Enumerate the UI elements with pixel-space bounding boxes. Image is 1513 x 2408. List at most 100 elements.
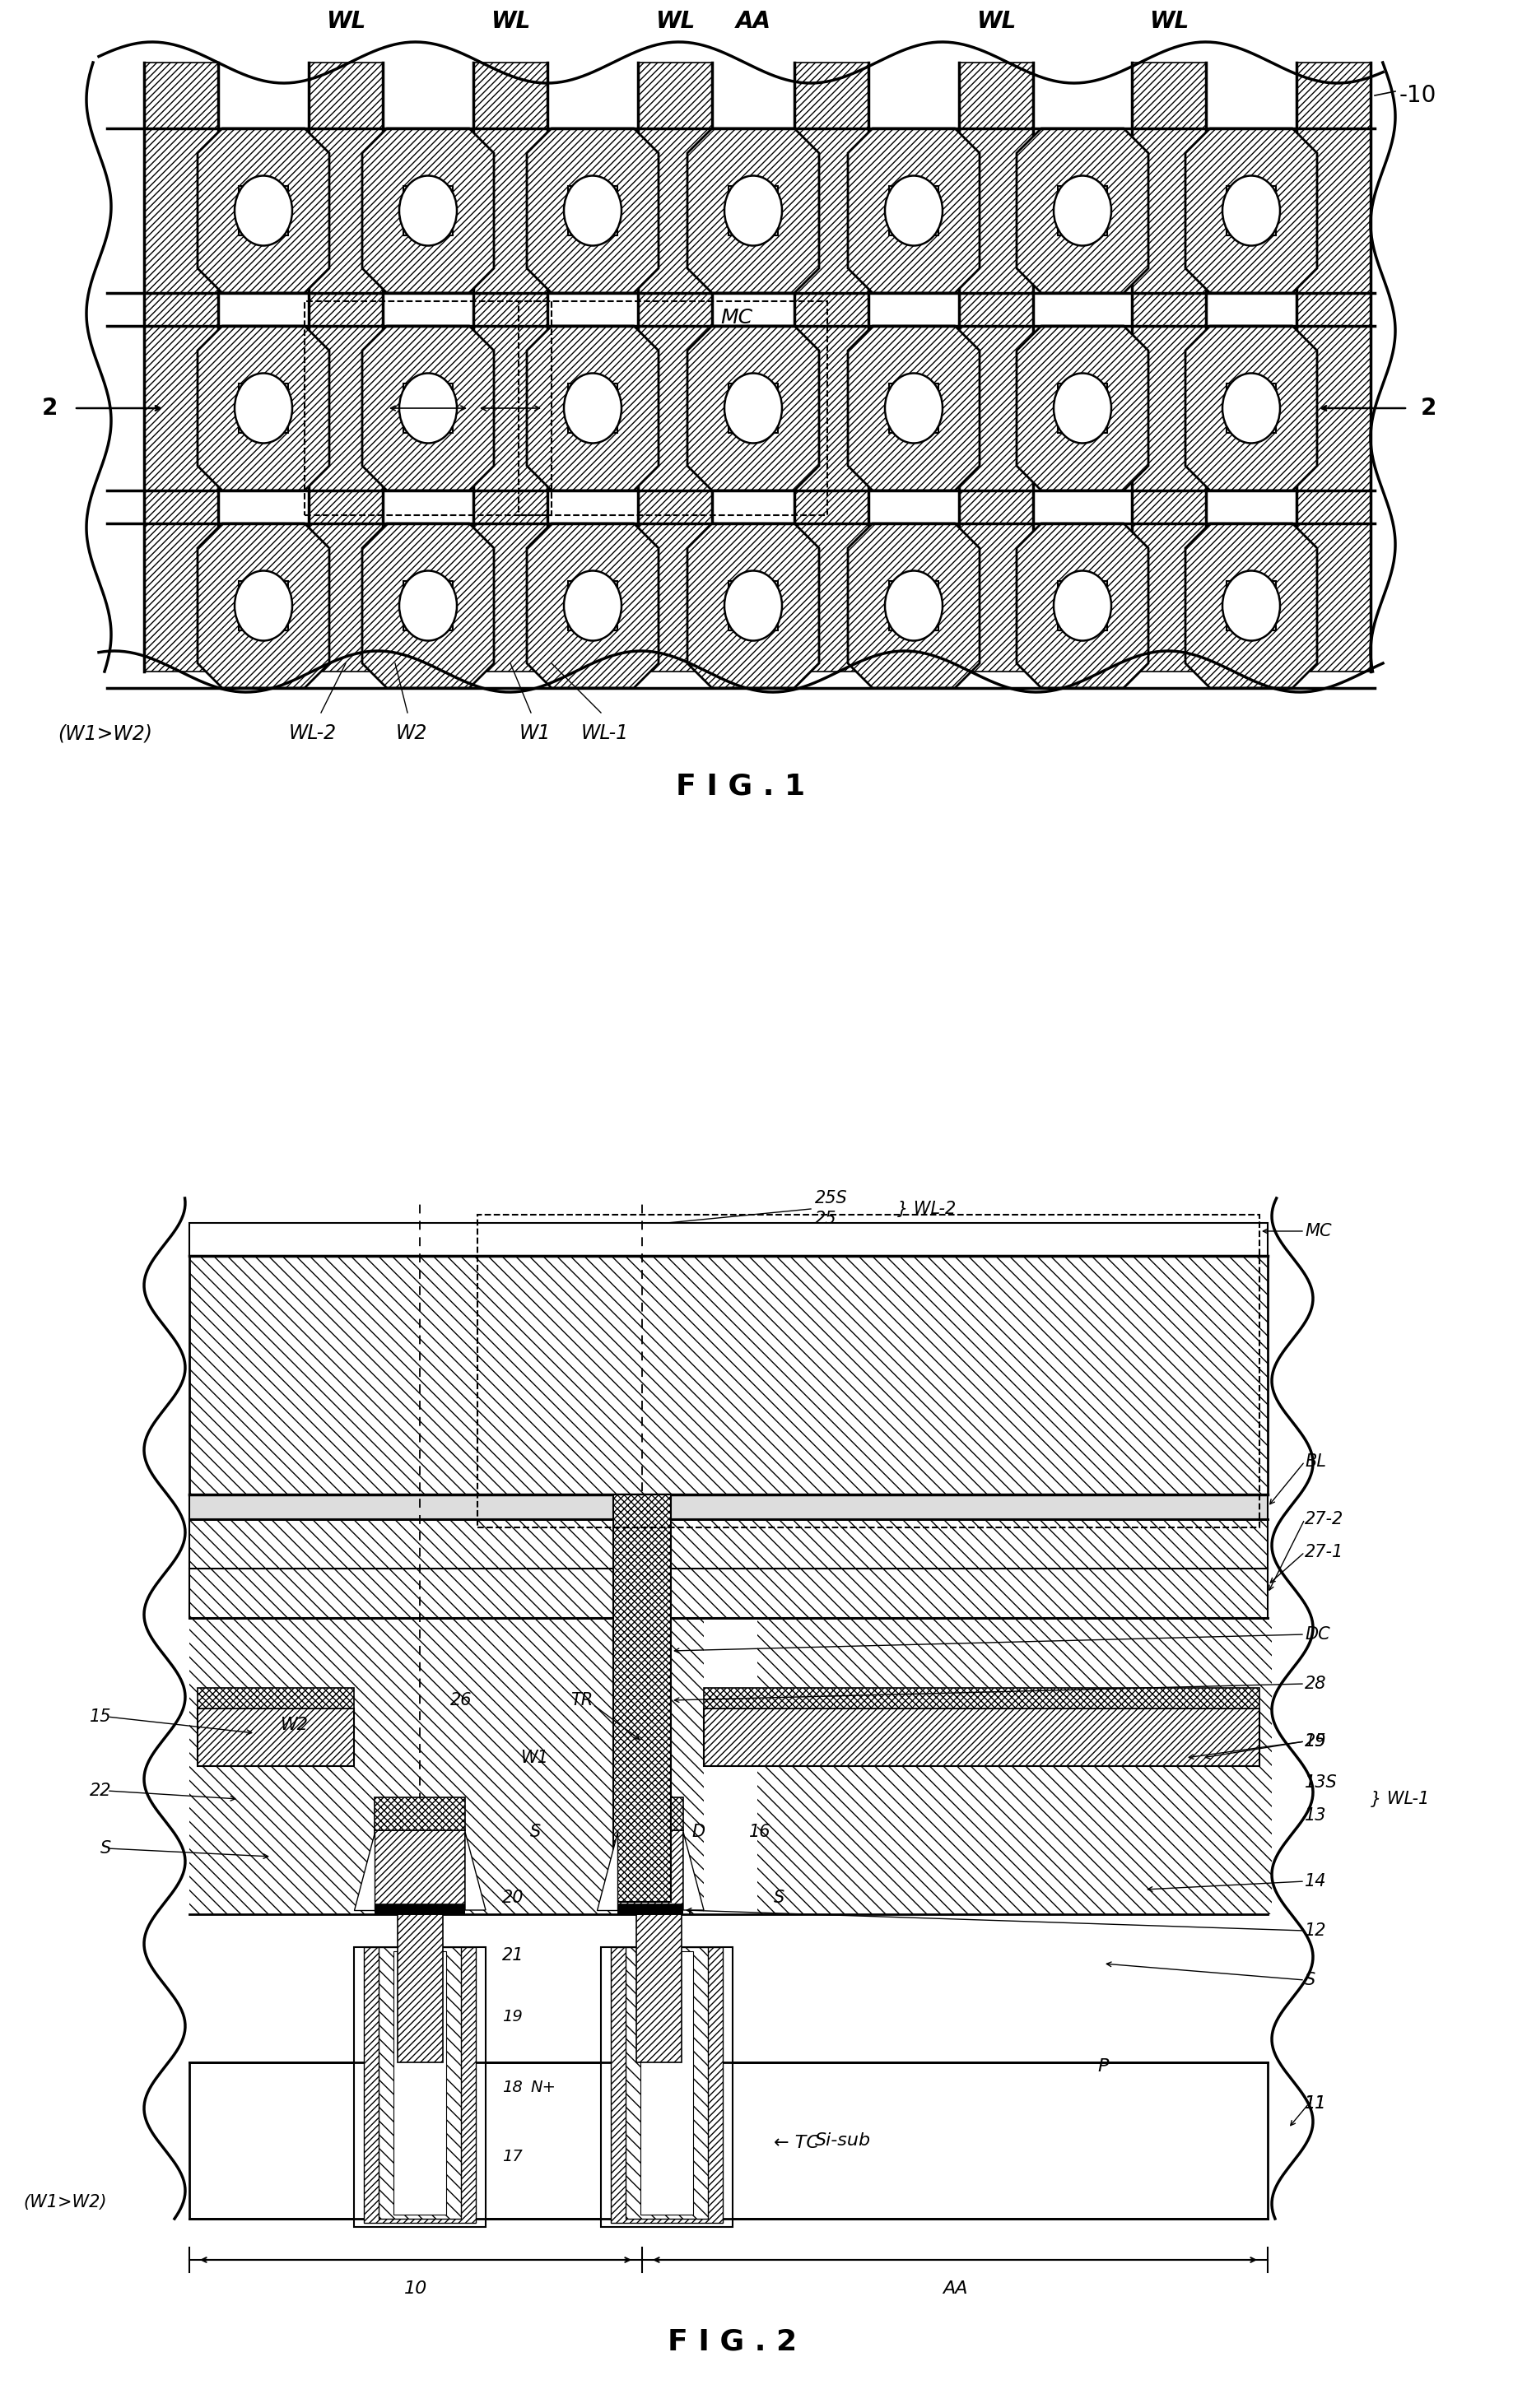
Polygon shape bbox=[198, 523, 330, 689]
Bar bbox=[1227, 580, 1275, 631]
Text: W2: W2 bbox=[396, 722, 427, 744]
Bar bbox=[637, 1914, 681, 2061]
Text: 2: 2 bbox=[1421, 397, 1436, 419]
Bar bbox=[239, 383, 287, 433]
Bar bbox=[398, 1914, 443, 2061]
Bar bbox=[729, 185, 778, 236]
Bar bbox=[617, 1830, 684, 1905]
Ellipse shape bbox=[1223, 571, 1280, 641]
Ellipse shape bbox=[235, 373, 292, 443]
Polygon shape bbox=[198, 325, 330, 491]
Text: 29: 29 bbox=[1304, 1734, 1327, 1751]
Text: 12: 12 bbox=[1304, 1922, 1327, 1938]
Polygon shape bbox=[1185, 128, 1318, 294]
Text: (W1>W2): (W1>W2) bbox=[24, 2194, 107, 2211]
Bar bbox=[189, 1495, 1268, 1519]
Bar bbox=[474, 63, 548, 672]
Bar bbox=[144, 63, 218, 672]
Bar bbox=[628, 1890, 690, 1914]
Text: 25: 25 bbox=[816, 1211, 837, 1228]
Text: ← TC: ← TC bbox=[773, 2136, 819, 2150]
Bar bbox=[729, 580, 778, 631]
Text: WL-1: WL-1 bbox=[581, 722, 629, 744]
Text: WL: WL bbox=[325, 10, 366, 34]
Ellipse shape bbox=[564, 373, 622, 443]
Bar bbox=[304, 301, 552, 515]
Text: 11: 11 bbox=[1304, 2095, 1327, 2112]
Text: MC: MC bbox=[1304, 1223, 1331, 1240]
Polygon shape bbox=[354, 1832, 375, 1910]
Bar bbox=[375, 1830, 464, 1905]
Bar bbox=[189, 1618, 704, 1914]
Bar bbox=[378, 1948, 461, 2218]
Polygon shape bbox=[847, 128, 979, 294]
Polygon shape bbox=[684, 1832, 704, 1910]
Text: 13: 13 bbox=[1304, 1808, 1327, 1823]
Bar bbox=[198, 1688, 354, 1710]
Bar bbox=[1058, 185, 1108, 236]
Bar bbox=[625, 1948, 708, 2218]
Text: 25S: 25S bbox=[816, 1190, 847, 1206]
Bar bbox=[404, 580, 452, 631]
Polygon shape bbox=[362, 523, 493, 689]
Bar bbox=[890, 185, 938, 236]
Text: WL: WL bbox=[655, 10, 694, 34]
Polygon shape bbox=[1017, 523, 1148, 689]
Text: 20: 20 bbox=[502, 1890, 523, 1907]
Bar bbox=[1132, 63, 1206, 672]
Bar bbox=[198, 1710, 354, 1765]
Text: P: P bbox=[1097, 2059, 1109, 2076]
Text: 21: 21 bbox=[502, 1948, 523, 1963]
Ellipse shape bbox=[725, 176, 782, 246]
Text: WL: WL bbox=[490, 10, 530, 34]
Ellipse shape bbox=[399, 571, 457, 641]
Ellipse shape bbox=[885, 571, 943, 641]
Text: Si-sub: Si-sub bbox=[816, 2133, 871, 2148]
Bar bbox=[611, 1948, 723, 2223]
Text: 15: 15 bbox=[1304, 1734, 1327, 1751]
Text: S: S bbox=[100, 1840, 110, 1857]
Polygon shape bbox=[847, 523, 979, 689]
Polygon shape bbox=[687, 325, 819, 491]
Text: S: S bbox=[773, 1890, 785, 1907]
Bar bbox=[189, 1519, 1268, 1618]
Ellipse shape bbox=[564, 571, 622, 641]
Text: 17: 17 bbox=[502, 2150, 522, 2165]
Text: 10: 10 bbox=[404, 2280, 427, 2297]
Text: 27-1: 27-1 bbox=[1304, 1544, 1344, 1560]
Polygon shape bbox=[527, 128, 658, 294]
Bar bbox=[1297, 63, 1371, 672]
Text: TR: TR bbox=[570, 1693, 593, 1710]
Text: F I G . 2: F I G . 2 bbox=[667, 2329, 797, 2355]
Bar bbox=[375, 1905, 464, 1914]
Bar bbox=[638, 63, 713, 672]
Text: WL-2: WL-2 bbox=[289, 722, 337, 744]
Bar bbox=[363, 1948, 475, 2223]
Ellipse shape bbox=[1053, 373, 1111, 443]
Bar bbox=[794, 63, 868, 672]
Bar bbox=[189, 1257, 1268, 1495]
Bar bbox=[393, 1950, 446, 2215]
Text: 19: 19 bbox=[502, 2008, 522, 2025]
Bar bbox=[613, 1495, 670, 1902]
Text: 28: 28 bbox=[1304, 1676, 1327, 1693]
Polygon shape bbox=[1185, 325, 1318, 491]
Text: MC: MC bbox=[720, 308, 753, 327]
Bar bbox=[1227, 383, 1275, 433]
Text: -10: -10 bbox=[1400, 84, 1437, 106]
Bar bbox=[758, 1618, 1272, 1914]
Text: S: S bbox=[1304, 1972, 1316, 1989]
Ellipse shape bbox=[1053, 176, 1111, 246]
Ellipse shape bbox=[235, 176, 292, 246]
Ellipse shape bbox=[725, 373, 782, 443]
Text: 18: 18 bbox=[502, 2078, 522, 2095]
Ellipse shape bbox=[885, 373, 943, 443]
Polygon shape bbox=[596, 1832, 617, 1910]
Bar bbox=[617, 1796, 684, 1830]
Bar bbox=[601, 1948, 732, 2227]
Bar bbox=[567, 383, 617, 433]
Bar bbox=[189, 2061, 1268, 2218]
Bar bbox=[389, 1890, 451, 1914]
Text: S: S bbox=[530, 1823, 540, 1840]
Bar bbox=[478, 1214, 1259, 1527]
